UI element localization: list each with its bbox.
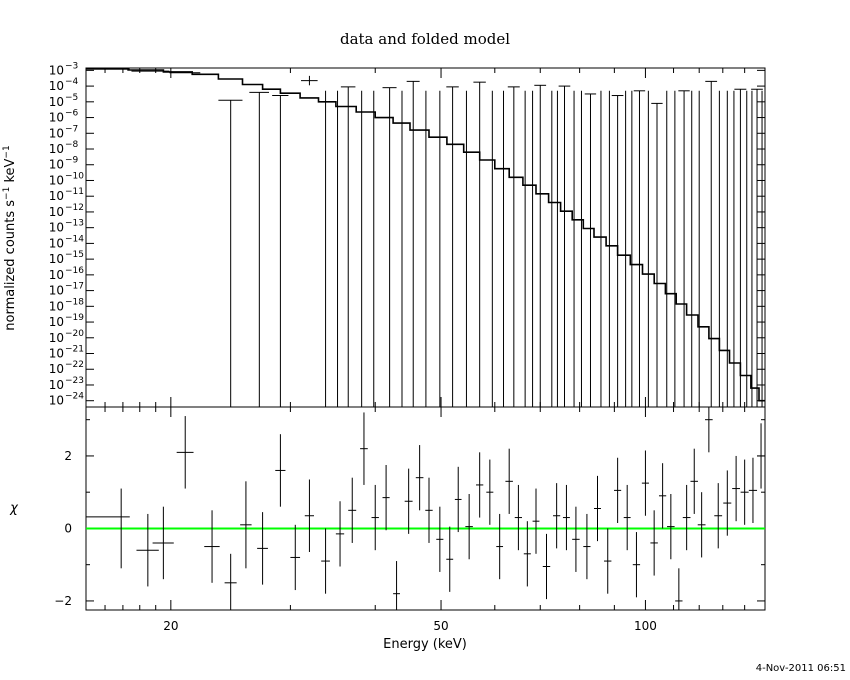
y-tick-label: 10: [49, 111, 64, 125]
y-tick-label: 10: [49, 221, 64, 235]
x-tick-label: 50: [433, 619, 448, 633]
y-tick-exponent: −20: [65, 329, 84, 339]
y-tick-exponent: −22: [65, 360, 84, 370]
y-tick-exponent: −6: [65, 109, 79, 119]
y-tick-exponent: −7: [65, 124, 78, 134]
y-tick-exponent: −24: [65, 392, 84, 402]
y-tick-exponent: −23: [65, 376, 84, 386]
y-tick-exponent: −9: [65, 156, 79, 166]
y-tick-exponent: −15: [65, 250, 84, 260]
y-tick-label: 10: [49, 236, 64, 250]
y-tick-label: 10: [49, 315, 64, 329]
y-tick-exponent: −3: [65, 61, 78, 71]
y-tick-label: 10: [49, 63, 64, 77]
ylabel-part-a: normalized counts s: [3, 200, 18, 331]
x-tick-label: 20: [163, 619, 178, 633]
y-axis-label-bottom: χ: [9, 501, 19, 516]
y-tick-exponent: −4: [65, 77, 79, 87]
y-tick-exponent: −13: [65, 219, 84, 229]
y-tick-label: 10: [49, 158, 64, 172]
y-tick-exponent: −12: [65, 203, 84, 213]
y-tick-label: 10: [49, 189, 64, 203]
ylabel-exp1: −1: [2, 187, 12, 200]
y-tick-exponent: −19: [65, 313, 84, 323]
y-tick-label: 10: [49, 331, 64, 345]
chart-title: data and folded model: [340, 30, 510, 48]
y-tick-label: 10: [49, 284, 64, 298]
y-tick-label: 10: [49, 394, 64, 408]
y-tick-label: 10: [49, 126, 64, 140]
y-tick-exponent: −11: [65, 187, 84, 197]
y-tick-exponent: −8: [65, 140, 79, 150]
resid-y-tick-label: 0: [64, 521, 72, 535]
y-tick-label: 10: [49, 142, 64, 156]
ylabel-exp2: −1: [2, 145, 12, 158]
y-tick-exponent: −21: [65, 345, 84, 355]
y-tick-exponent: −14: [65, 234, 84, 244]
y-tick-label: 10: [49, 252, 64, 266]
y-tick-exponent: −17: [65, 282, 84, 292]
x-tick-label: 100: [634, 619, 657, 633]
bottom-frame: [85, 406, 766, 611]
top-panel: 10−310−410−510−610−710−810−910−1010−1110…: [49, 61, 766, 610]
y-tick-label: 10: [49, 205, 64, 219]
y-tick-exponent: −18: [65, 297, 84, 307]
y-tick-label: 10: [49, 299, 64, 313]
model-step-line: [86, 68, 765, 402]
y-tick-label: 10: [49, 268, 64, 282]
resid-y-tick-label: −2: [54, 594, 72, 608]
resid-y-tick-label: 2: [64, 449, 72, 463]
timestamp: 4-Nov-2011 06:51: [755, 663, 846, 674]
y-tick-label: 10: [49, 95, 64, 109]
y-tick-exponent: −5: [65, 93, 78, 103]
y-axis-label-top: normalized counts s−1 keV−1: [2, 145, 18, 330]
y-tick-exponent: −16: [65, 266, 84, 276]
y-tick-label: 10: [49, 79, 64, 93]
y-tick-label: 10: [49, 173, 64, 187]
ylabel-part-b: keV: [3, 158, 18, 186]
y-tick-exponent: −10: [65, 171, 84, 181]
y-tick-label: 10: [49, 362, 64, 376]
x-axis-label: Energy (keV): [383, 637, 467, 652]
bottom-panel: 20 50 100 −2 0 2: [54, 406, 766, 633]
y-tick-label: 10: [49, 347, 64, 361]
y-tick-label: 10: [49, 378, 64, 392]
